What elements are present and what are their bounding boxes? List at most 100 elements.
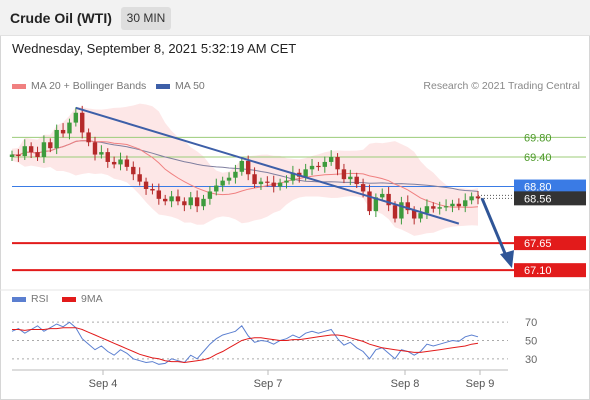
candle-body <box>380 193 385 198</box>
candle-body <box>341 169 347 180</box>
candle-body <box>437 207 442 209</box>
candle-body <box>182 201 187 206</box>
candle-body <box>214 185 219 192</box>
candle-body <box>28 146 34 153</box>
level-badge <box>514 179 586 194</box>
candle-body <box>258 181 264 185</box>
ma50-swatch <box>156 83 170 89</box>
candle-body <box>143 181 149 189</box>
candle-body <box>131 166 136 175</box>
candle-body <box>137 174 142 182</box>
candle-body <box>373 197 379 212</box>
candle-body <box>431 206 436 209</box>
last-price-label: 68.56 <box>524 193 552 205</box>
candle-body <box>271 182 276 187</box>
candle-body <box>60 129 66 134</box>
candle-body <box>316 165 321 168</box>
x-tick-label: Sep 4 <box>89 378 118 390</box>
level-badge <box>514 263 586 278</box>
candle-body <box>245 160 251 175</box>
candle-body <box>322 161 327 167</box>
candle-body <box>290 172 296 181</box>
bollinger-band <box>12 103 478 236</box>
candle-body <box>399 202 404 219</box>
candle-body <box>80 112 85 133</box>
candle-body <box>67 122 72 134</box>
x-tick-label: Sep 7 <box>254 378 283 390</box>
legend-item-ma50: MA 50 <box>156 80 205 92</box>
candle-body <box>73 112 79 123</box>
candle-body <box>92 142 98 155</box>
candle-body <box>456 203 462 207</box>
candle-body <box>175 196 181 202</box>
level-label: 69.80 <box>524 132 552 144</box>
candle-body <box>163 198 168 202</box>
x-tick-label: Sep 8 <box>391 378 420 390</box>
candle-body <box>411 210 417 219</box>
instrument-title: Crude Oil (WTI) <box>10 10 112 26</box>
candle-body <box>150 189 155 191</box>
ma20-swatch <box>12 83 26 89</box>
candle-body <box>156 190 162 199</box>
candle-body <box>41 142 47 158</box>
legend-item-ma20: MA 20 + Bollinger Bands <box>12 80 146 92</box>
candle-body <box>469 196 474 201</box>
candle-body <box>124 159 130 167</box>
candle-body <box>418 213 423 219</box>
copyright-text: Research © 2021 Trading Central <box>423 80 580 92</box>
projection-arrow <box>480 197 509 259</box>
level-label: 67.10 <box>524 265 552 277</box>
candle-body <box>188 197 193 206</box>
candle-body <box>169 196 174 202</box>
level-label: 69.40 <box>524 152 552 164</box>
candle-body <box>48 142 53 149</box>
candle-body <box>111 161 117 165</box>
level-badge <box>514 236 586 251</box>
projection-arrowhead <box>500 250 514 269</box>
candle-body <box>386 193 391 206</box>
rsi-line <box>11 321 479 365</box>
candle-body <box>463 200 468 207</box>
legend-item-9ma: 9MA <box>62 293 103 305</box>
candle-body <box>22 146 27 157</box>
candle-body <box>9 154 15 158</box>
candle-body <box>277 182 283 187</box>
candle-body <box>194 197 200 207</box>
rsi-ma-line <box>12 327 479 364</box>
candle-body <box>450 203 455 207</box>
level-label: 68.80 <box>524 182 552 194</box>
candle-body <box>284 180 289 183</box>
candle-body <box>348 176 353 180</box>
candle-body <box>354 176 359 185</box>
candle-body <box>233 171 238 178</box>
candle-body <box>105 152 110 162</box>
rsi-tick-label: 50 <box>525 336 537 348</box>
rsi-ma-swatch <box>62 296 76 302</box>
x-tick-label: Sep 9 <box>466 378 495 390</box>
candle-body <box>226 177 232 181</box>
timeframe-badge[interactable]: 30 MIN <box>121 7 171 30</box>
last-price-badge <box>514 191 586 206</box>
candle-body <box>443 206 449 208</box>
candle-body <box>265 181 270 183</box>
header-bar: Crude Oil (WTI) 30 MIN <box>0 0 590 36</box>
level-label: 67.65 <box>524 238 552 250</box>
chart-datetime: Wednesday, September 8, 2021 5:32:19 AM … <box>12 41 297 56</box>
candle-body <box>328 157 334 162</box>
candle-body <box>424 206 430 214</box>
legend-label: MA 20 + Bollinger Bands <box>31 80 147 93</box>
rsi-tick-label: 70 <box>525 317 537 329</box>
candle-body <box>207 191 213 199</box>
candle-body <box>35 152 40 158</box>
candle-body <box>335 157 340 170</box>
legend-item-rsi: RSI <box>12 293 49 305</box>
candle-body <box>405 202 410 211</box>
candle-body <box>309 165 315 170</box>
trendline <box>75 106 460 225</box>
candle-body <box>99 152 104 155</box>
candle-body <box>86 132 91 143</box>
candle-body <box>367 191 372 212</box>
candle-body <box>118 159 123 165</box>
legend-label: MA 50 <box>175 80 205 93</box>
